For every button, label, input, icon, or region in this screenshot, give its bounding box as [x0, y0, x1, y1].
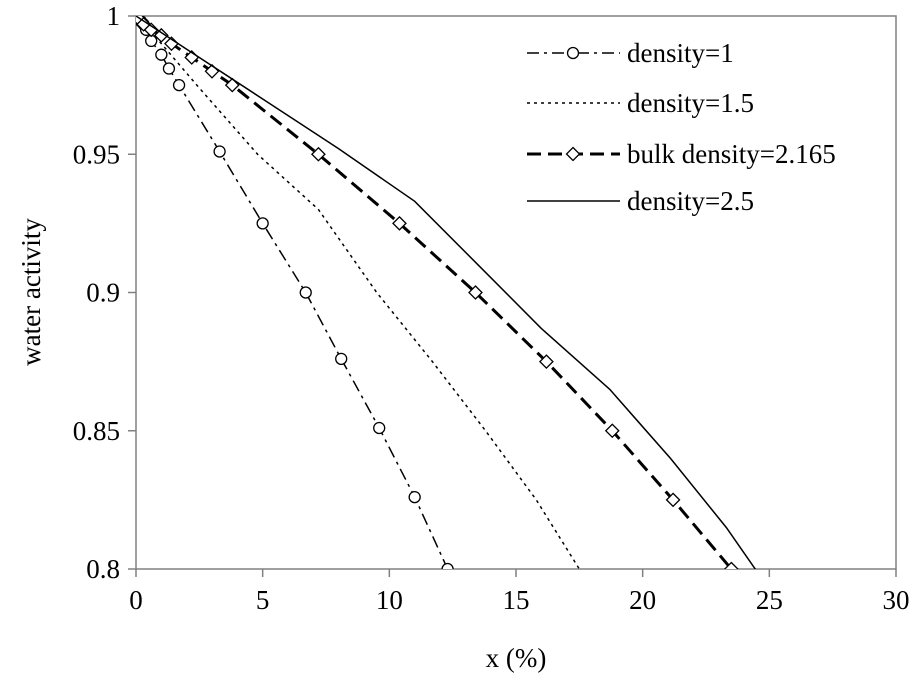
data-point-marker: [143, 22, 159, 38]
data-point-marker: [213, 145, 226, 158]
y-tick-label: 0.95: [73, 139, 120, 169]
legend-marker: [566, 46, 580, 60]
legend-label: density=1: [627, 38, 734, 68]
legend-label: bulk density=2.165: [627, 139, 836, 169]
legend-item: density=1: [527, 38, 734, 68]
data-point-marker: [310, 146, 326, 162]
y-tick-label: 1: [107, 1, 121, 31]
y-tick-label: 0.9: [86, 278, 120, 308]
legend-item: density=1.5: [527, 88, 754, 118]
legend-marker: [565, 146, 581, 162]
legend-label: density=1.5: [627, 88, 754, 118]
legend-item: bulk density=2.165: [527, 139, 836, 169]
x-tick-label: 20: [629, 585, 656, 615]
series-line: [136, 16, 733, 569]
data-point-marker: [468, 285, 483, 300]
legend: density=1 density=1.5 bulk density=2.165 de…: [527, 38, 836, 216]
x-tick-label: 10: [376, 585, 403, 615]
series-2: [136, 16, 739, 569]
data-point-marker: [162, 62, 176, 75]
data-point-marker: [408, 490, 421, 504]
data-point-marker: [256, 217, 269, 230]
data-point-marker: [153, 27, 169, 43]
y-tick-label: 0.8: [86, 554, 120, 584]
data-point-marker: [299, 286, 312, 299]
data-point-marker: [665, 492, 681, 508]
data-point-marker: [441, 562, 454, 569]
series-3: [136, 16, 757, 569]
data-point-marker: [538, 354, 554, 370]
legend-label: density=2.5: [627, 186, 754, 216]
data-point-marker: [392, 215, 407, 231]
x-tick-label: 0: [129, 585, 143, 615]
series-line: [136, 16, 449, 569]
data-point-marker: [373, 421, 386, 435]
x-tick-label: 30: [883, 585, 910, 615]
series-0: [136, 16, 454, 569]
data-point-marker: [155, 48, 168, 61]
data-point-marker: [604, 423, 620, 439]
series-line: [136, 16, 580, 569]
x-axis-ticks: 0 5 10 15 20 25 30: [129, 569, 910, 615]
y-tick-label: 0.85: [73, 416, 120, 446]
data-point-marker: [335, 352, 348, 366]
series-1: [136, 16, 580, 569]
x-tick-label: 5: [256, 585, 270, 615]
data-point-marker: [172, 78, 186, 92]
plot-area-frame: [135, 15, 897, 570]
series-layer: [136, 16, 757, 569]
x-tick-label: 15: [503, 585, 530, 615]
data-point-marker: [723, 561, 739, 569]
x-axis-label: x (%): [486, 643, 547, 673]
y-axis-label: water activity: [16, 218, 46, 366]
legend-item: density=2.5: [527, 186, 754, 216]
x-tick-label: 25: [756, 585, 783, 615]
y-axis-ticks: 0.8 0.85 0.9 0.95 1: [73, 1, 136, 584]
series-line: [136, 16, 757, 569]
